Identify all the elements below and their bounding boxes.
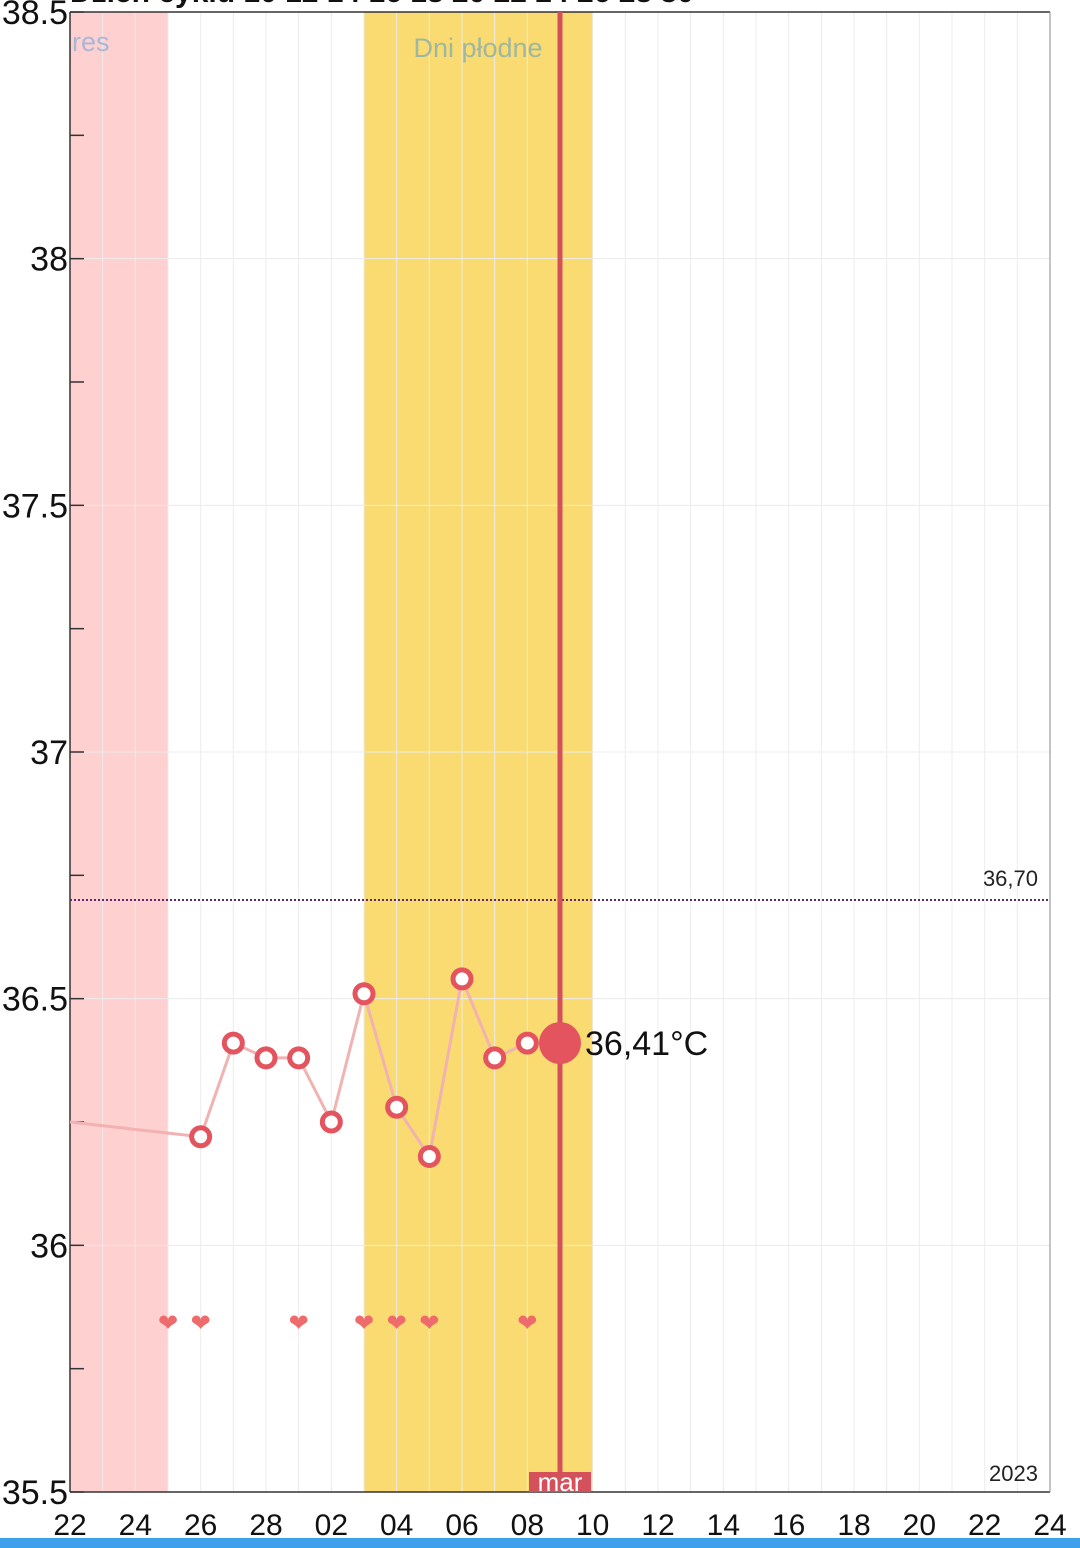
temperature-point xyxy=(515,1031,539,1055)
band-label-fertile: Dni płodne xyxy=(413,33,542,63)
x-tick-label: 18 xyxy=(837,1509,870,1542)
y-tick-label: 35.5 xyxy=(2,1474,68,1512)
x-tick-label: 12 xyxy=(641,1509,674,1542)
y-tick-label: 36 xyxy=(30,1227,68,1265)
temperature-point xyxy=(450,967,474,991)
intercourse-markers: ❤ ❤ ❤ ❤ ❤ ❤ ❤ xyxy=(158,1309,537,1337)
x-tick-label: 24 xyxy=(1033,1509,1066,1542)
y-tick-label: 36.5 xyxy=(2,981,68,1019)
heart-icon: ❤ xyxy=(387,1309,407,1337)
current-day-marker[interactable]: 36,41°C mar xyxy=(529,12,708,1497)
current-temperature-label: 36,41°C xyxy=(585,1025,708,1063)
x-tick-label: 28 xyxy=(249,1509,282,1542)
y-tick-label: 37 xyxy=(30,734,68,772)
temperature-point xyxy=(319,1110,343,1134)
temperature-point xyxy=(221,1031,245,1055)
heart-icon: ❤ xyxy=(419,1309,439,1337)
x-tick-label: 22 xyxy=(968,1509,1001,1542)
heart-icon: ❤ xyxy=(289,1309,309,1337)
x-tick-label: 06 xyxy=(445,1509,478,1542)
x-tick-label: 08 xyxy=(511,1509,544,1542)
y-tick-label: 38 xyxy=(30,241,68,279)
x-tick-label: 26 xyxy=(184,1509,217,1542)
x-tick-label: 22 xyxy=(53,1509,86,1542)
heart-icon: ❤ xyxy=(191,1309,211,1337)
heart-icon: ❤ xyxy=(517,1309,537,1337)
x-tick-label: 10 xyxy=(576,1509,609,1542)
temperature-point xyxy=(287,1046,311,1070)
y-tick-label: 37.5 xyxy=(2,487,68,525)
current-day-dot xyxy=(539,1022,581,1065)
y-tick-label: 38.5 xyxy=(2,0,68,32)
temperature-point xyxy=(385,1095,409,1119)
temperature-point xyxy=(483,1046,507,1070)
x-tick-label: 14 xyxy=(707,1509,740,1542)
bottom-bar xyxy=(0,1538,1080,1548)
temperature-point xyxy=(189,1125,213,1149)
month-badge xyxy=(529,1472,591,1492)
x-tick-label: 20 xyxy=(903,1509,936,1542)
x-tick-label: 16 xyxy=(772,1509,805,1542)
band-label-period: res xyxy=(72,27,110,57)
top-axis-fragment: Dzień cyklu 10 12 14 16 18 20 22 24 26 2… xyxy=(70,0,694,9)
x-tick-label: 24 xyxy=(119,1509,152,1542)
temperature-series xyxy=(69,967,560,1169)
reference-line-label: 36,70 xyxy=(983,866,1038,891)
heart-icon: ❤ xyxy=(158,1309,178,1337)
chart-labels: res Dni płodne 2023 xyxy=(72,27,1038,1486)
temperature-point xyxy=(417,1145,441,1169)
month-label: mar xyxy=(538,1467,583,1497)
temperature-point xyxy=(254,1046,278,1070)
x-tick-label: 02 xyxy=(315,1509,348,1542)
temperature-point xyxy=(352,982,376,1006)
year-label: 2023 xyxy=(989,1461,1038,1486)
heart-icon: ❤ xyxy=(354,1309,374,1337)
x-tick-label: 04 xyxy=(380,1509,413,1542)
